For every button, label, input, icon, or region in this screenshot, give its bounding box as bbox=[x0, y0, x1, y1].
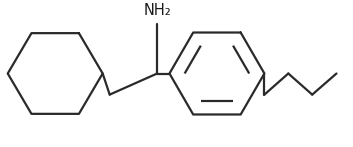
Text: NH₂: NH₂ bbox=[143, 3, 171, 18]
